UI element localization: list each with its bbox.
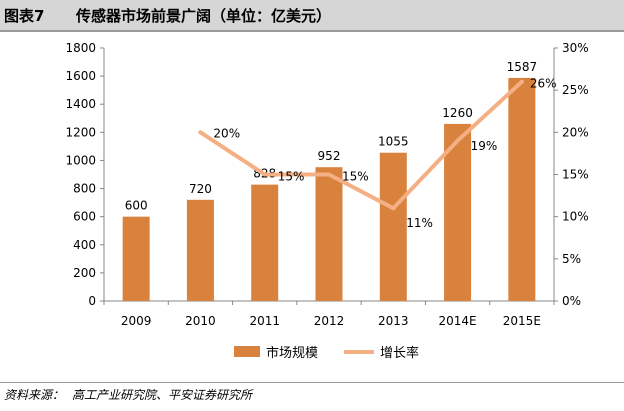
right-axis-tick-label: 15% — [562, 168, 589, 182]
legend-bar-swatch — [234, 346, 260, 357]
source-text: 高工产业研究院、平安证券研究所 — [72, 388, 253, 402]
growth-rate-point — [262, 172, 267, 177]
legend-item-market-size: 市场规模 — [234, 342, 318, 361]
growth-rate-point — [519, 79, 524, 84]
x-axis-tick-label: 2012 — [314, 314, 345, 328]
left-axis-tick-label: 600 — [73, 210, 96, 224]
right-axis-tick-label: 25% — [562, 83, 589, 97]
growth-rate-label: 20% — [213, 126, 240, 140]
left-axis-tick-label: 200 — [73, 266, 96, 280]
x-axis-tick-label: 2013 — [378, 314, 409, 328]
right-axis-tick-label: 0% — [562, 294, 581, 308]
legend-item-growth-rate: 增长率 — [344, 342, 419, 361]
left-axis-tick-label: 1800 — [65, 41, 96, 55]
figure-header: 图表7 传感器市场前景广阔（单位：亿美元） — [0, 0, 624, 30]
bar-market-size — [122, 216, 150, 301]
growth-rate-label: 15% — [278, 170, 305, 184]
bar-market-size — [444, 123, 472, 302]
x-axis-tick-label: 2011 — [249, 314, 280, 328]
left-axis-tick-label: 1600 — [65, 69, 96, 83]
left-axis-tick-label: 1000 — [65, 153, 96, 167]
growth-rate-line — [198, 79, 524, 211]
legend-line-swatch — [344, 349, 374, 354]
x-axis-tick-label: 2014E — [439, 314, 477, 328]
bar-market-size — [315, 167, 343, 301]
growth-rate-point — [198, 130, 203, 135]
x-axis-tick-label: 2009 — [121, 314, 152, 328]
left-axis-tick-label: 1400 — [65, 97, 96, 111]
bar-value-label: 1587 — [507, 60, 538, 74]
figure-label: 图表7 — [4, 7, 45, 25]
bar-market-size — [379, 152, 407, 301]
bar-value-label: 600 — [125, 199, 148, 213]
left-axis-tick-label: 800 — [73, 182, 96, 196]
x-axis-tick-label: 2010 — [185, 314, 216, 328]
legend-line-label: 增长率 — [380, 346, 420, 361]
legend-bar-label: 市场规模 — [266, 346, 319, 361]
bar-market-size — [186, 199, 214, 301]
growth-rate-point — [327, 172, 331, 177]
bar-market-size — [508, 77, 536, 302]
header-divider — [0, 30, 624, 32]
source-note: 资料来源： 高工产业研究院、平安证券研究所 — [4, 386, 252, 403]
growth-rate-point — [455, 138, 460, 143]
source-label: 资料来源： — [4, 388, 65, 402]
right-axis-tick-label: 10% — [562, 210, 589, 224]
x-axis-tick-label: 2015E — [503, 314, 541, 328]
chart-legend: 市场规模 增长率 — [0, 342, 624, 364]
right-axis-tick-label: 5% — [562, 252, 581, 266]
left-axis-tick-label: 1200 — [65, 125, 96, 139]
growth-rate-label: 19% — [471, 139, 498, 153]
growth-rate-point — [391, 206, 396, 211]
bar-value-label: 1260 — [442, 106, 473, 120]
source-divider — [0, 382, 624, 383]
chart-title: 传感器市场前景广阔（单位：亿美元） — [76, 7, 332, 25]
growth-rate-label: 15% — [342, 170, 369, 184]
bar-value-label: 952 — [318, 149, 341, 163]
bar-value-label: 720 — [189, 182, 212, 196]
left-axis-tick-label: 0 — [88, 294, 96, 308]
bar-value-label: 1055 — [378, 135, 409, 149]
right-axis-tick-label: 20% — [562, 125, 589, 139]
growth-rate-label: 11% — [406, 216, 433, 230]
left-axis-tick-label: 400 — [73, 238, 96, 252]
growth-rate-label: 26% — [530, 77, 557, 91]
right-axis-tick-label: 30% — [562, 41, 589, 55]
bar-market-size — [251, 184, 279, 301]
